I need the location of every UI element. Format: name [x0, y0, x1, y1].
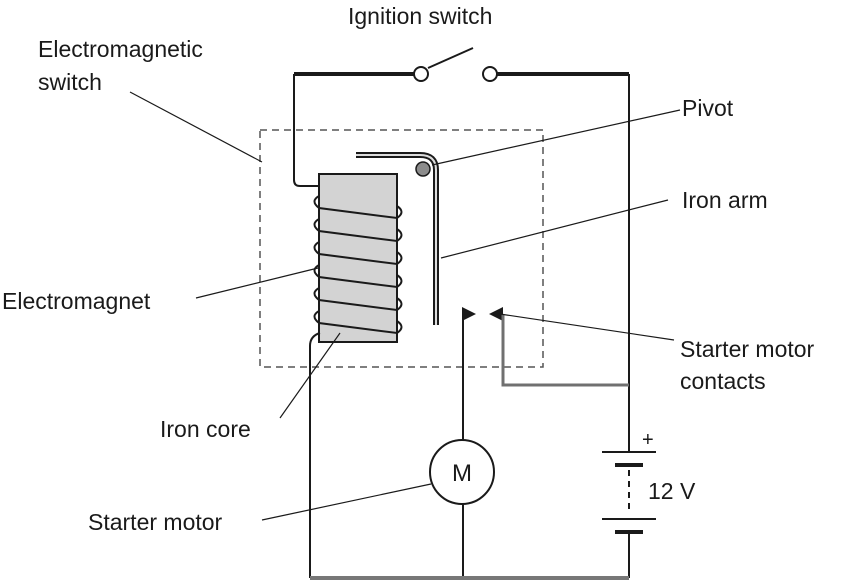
- leader-lines: [129, 91, 681, 521]
- pivot-point: [415, 161, 431, 177]
- label-electromagnetic-switch-1: Electromagnetic: [38, 36, 203, 62]
- iron-arm-inner: [356, 154, 437, 325]
- label-iron-arm: Iron arm: [682, 187, 768, 213]
- electromagnetic-switch-box: [259, 129, 544, 368]
- label-electromagnetic-switch-2: switch: [38, 69, 102, 95]
- ignition-switch-symbol: [413, 47, 498, 82]
- motor-letter: M: [452, 460, 472, 487]
- label-electromagnet: Electromagnet: [2, 288, 151, 314]
- label-ignition-switch: Ignition switch: [348, 3, 492, 29]
- battery-voltage: 12 V: [648, 478, 696, 504]
- label-starter-motor: Starter motor: [88, 509, 223, 535]
- motor-contact-left: [462, 307, 476, 321]
- label-iron-core: Iron core: [160, 416, 251, 442]
- coil-return-wire: [309, 332, 321, 578]
- coil-feed-wire: [293, 74, 320, 187]
- label-pivot: Pivot: [682, 95, 734, 121]
- motor-contact-right: [489, 307, 503, 321]
- coil-windings: [313, 195, 403, 335]
- battery-symbol: [602, 451, 656, 578]
- label-starter-motor-contacts-2: contacts: [680, 368, 766, 394]
- contact-feed-wire: [501, 314, 629, 387]
- battery-plus-sign: +: [642, 429, 654, 451]
- label-starter-motor-contacts-1: Starter motor: [680, 336, 815, 362]
